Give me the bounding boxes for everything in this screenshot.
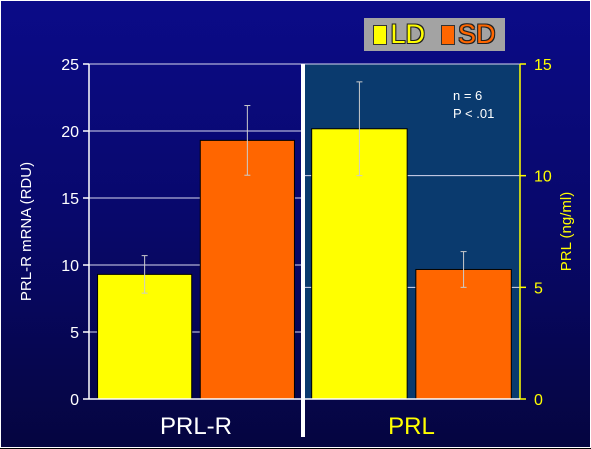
y-tick-label: 15 bbox=[61, 191, 79, 208]
legend-item-sd: SD bbox=[441, 21, 496, 48]
y-tick-label: 25 bbox=[61, 57, 79, 74]
error-bars bbox=[141, 81, 467, 294]
legend-label-ld: LD bbox=[390, 19, 425, 49]
y-tick-label: 10 bbox=[534, 169, 552, 186]
x-category-label: PRL-R bbox=[160, 413, 232, 440]
legend-item-ld: LD bbox=[373, 21, 425, 48]
y-tick-label: 20 bbox=[61, 124, 79, 141]
y-tick-label: 5 bbox=[70, 325, 79, 342]
ld-swatch bbox=[373, 24, 388, 45]
right-y-axis-title: PRL (ng/ml) bbox=[558, 192, 575, 271]
axes: 0 5 10 15 20 25 PRL-R mRNA (RDU) PRL-R 0 5 10 15 PRL… bbox=[18, 57, 575, 440]
x-category-label: PRL bbox=[388, 413, 435, 440]
y-tick-label: 15 bbox=[534, 57, 552, 74]
bars bbox=[97, 128, 512, 400]
bar-prl-sd bbox=[415, 268, 512, 400]
y-tick-label: 5 bbox=[534, 280, 543, 297]
y-tick-label: 0 bbox=[534, 392, 543, 409]
bar-prl-r-sd bbox=[199, 139, 295, 400]
sample-size-annotation: n = 6 bbox=[453, 88, 482, 103]
y-tick-label: 10 bbox=[61, 258, 79, 275]
y-tick-label: 0 bbox=[70, 392, 79, 409]
legend: LD SD bbox=[364, 18, 505, 51]
left-y-axis-title: PRL-R mRNA (RDU) bbox=[18, 162, 35, 301]
legend-label-sd: SD bbox=[458, 19, 496, 49]
bar-prl-r-ld bbox=[97, 273, 193, 400]
p-value-annotation: P < .01 bbox=[453, 106, 494, 121]
sd-swatch bbox=[441, 24, 455, 45]
